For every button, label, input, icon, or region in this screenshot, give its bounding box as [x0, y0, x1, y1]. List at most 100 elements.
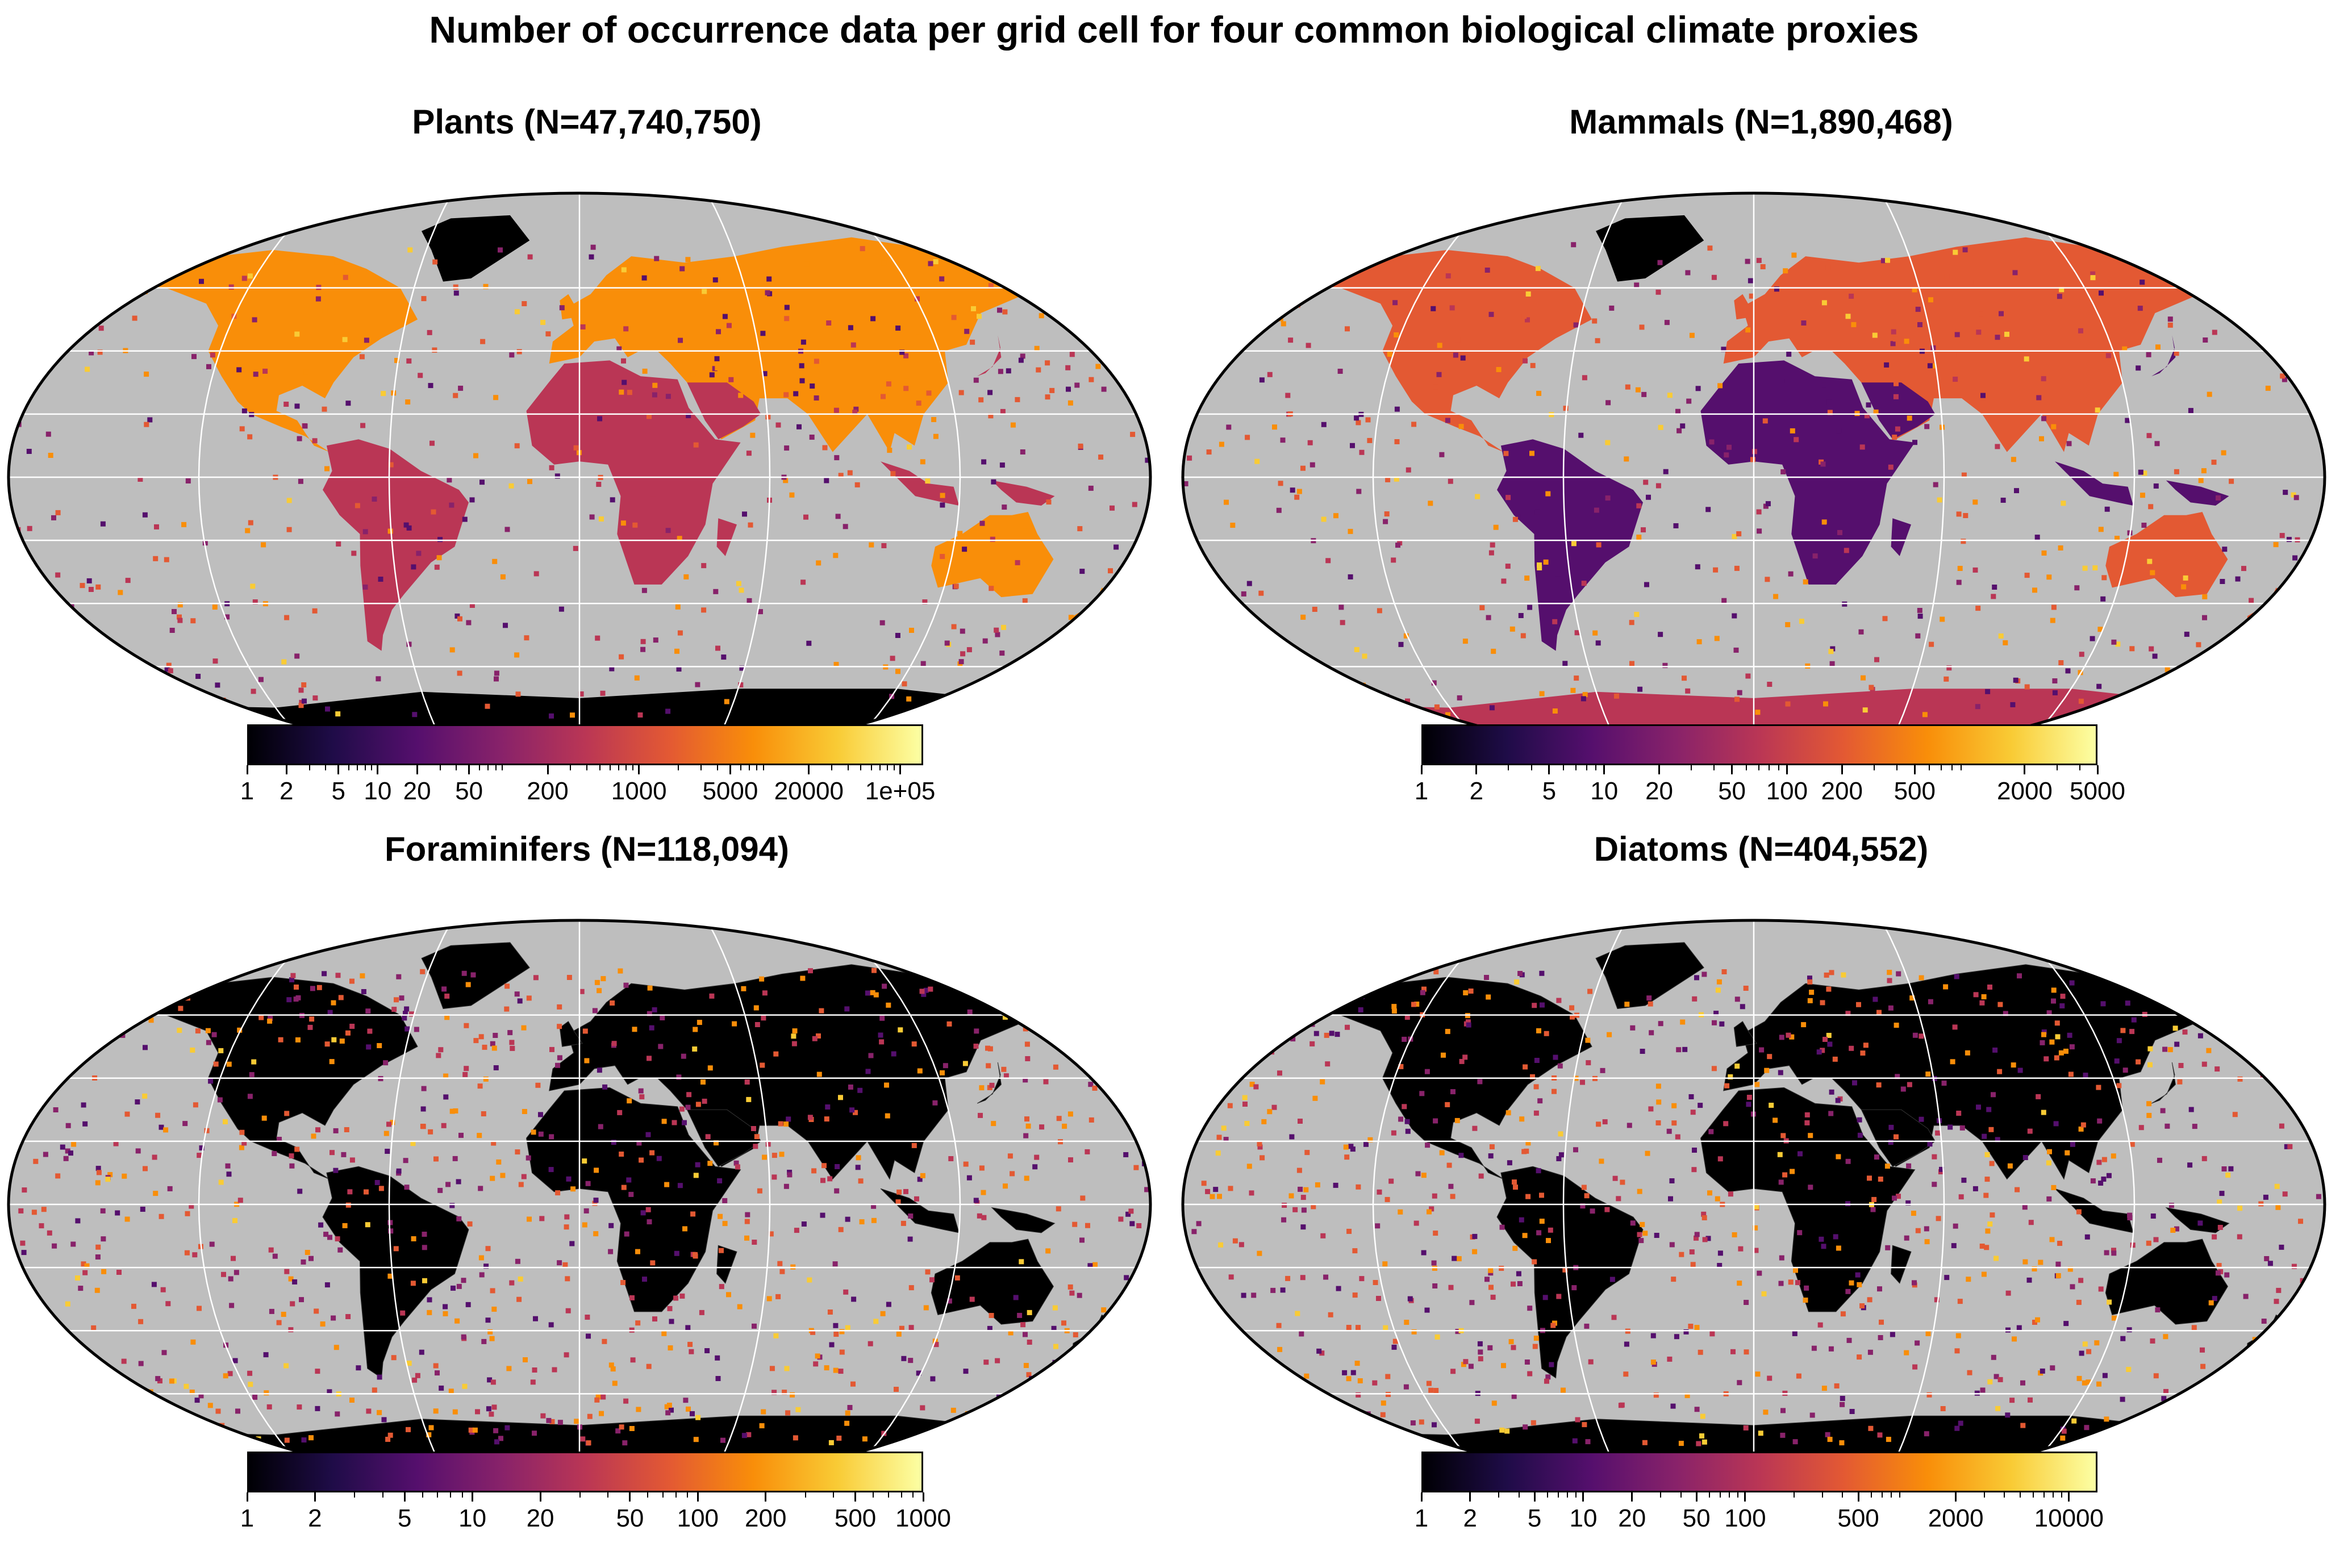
occurrence-cell	[750, 432, 756, 438]
occurrence-cell	[754, 1022, 760, 1027]
occurrence-cell	[611, 1041, 617, 1046]
occurrence-cell	[2104, 1416, 2109, 1422]
occurrence-cell	[281, 1312, 286, 1317]
occurrence-cell	[232, 1218, 237, 1223]
occurrence-cell	[504, 1006, 510, 1012]
occurrence-cell	[2204, 705, 2210, 711]
occurrence-cell	[1999, 311, 2004, 316]
occurrence-cell	[1876, 1082, 1882, 1088]
colorbar-minor-tick	[404, 1492, 406, 1498]
occurrence-cell	[1956, 1111, 1962, 1116]
occurrence-cell	[310, 986, 315, 991]
occurrence-cell	[1306, 343, 1311, 348]
occurrence-cell	[2150, 570, 2155, 576]
occurrence-cell	[1309, 462, 1315, 468]
occurrence-cell	[843, 524, 848, 529]
panel-title: Foraminifers (N=118,094)	[384, 830, 789, 868]
occurrence-cell	[589, 514, 595, 520]
occurrence-cell	[1935, 1130, 1941, 1136]
colorbar-tick-label: 100	[1766, 777, 1808, 805]
occurrence-cell	[2174, 469, 2179, 474]
occurrence-cell	[447, 477, 452, 483]
occurrence-cell	[1463, 990, 1469, 995]
occurrence-cell	[1780, 1432, 1786, 1438]
occurrence-cell	[345, 1030, 351, 1036]
occurrence-cell	[494, 670, 499, 676]
occurrence-cell	[836, 1436, 842, 1441]
occurrence-cell	[620, 1280, 626, 1285]
occurrence-cell	[327, 1010, 333, 1015]
occurrence-cell	[832, 1261, 838, 1267]
occurrence-cell	[1571, 541, 1577, 547]
occurrence-cell	[622, 380, 627, 385]
occurrence-cell	[1356, 1325, 1361, 1331]
occurrence-cell	[1877, 1286, 1882, 1292]
occurrence-cell	[177, 602, 183, 608]
occurrence-cell	[1385, 977, 1391, 983]
colorbar-minor-tick	[1841, 765, 1843, 770]
occurrence-cell	[169, 628, 175, 633]
occurrence-cell	[2026, 1277, 2032, 1283]
occurrence-cell	[859, 1219, 865, 1225]
occurrence-cell	[2098, 527, 2104, 532]
occurrence-cell	[485, 1317, 491, 1323]
occurrence-cell	[55, 510, 61, 515]
occurrence-cell	[452, 1156, 458, 1161]
graticule-meridian	[1880, 920, 1945, 1488]
occurrence-cell	[1489, 705, 1495, 711]
occurrence-cell	[1445, 418, 1450, 423]
occurrence-cell	[1354, 415, 1359, 421]
colorbar-minor-tick	[1659, 1492, 1661, 1498]
occurrence-cell	[226, 1061, 232, 1067]
occurrence-cell	[1961, 539, 1966, 544]
colorbar-tick	[246, 765, 248, 774]
occurrence-cell	[1671, 1120, 1677, 1126]
occurrence-cell	[674, 648, 679, 654]
occurrence-cell	[1837, 529, 1842, 535]
occurrence-cell	[308, 1256, 314, 1261]
occurrence-cell	[1279, 270, 1285, 276]
occurrence-cell	[509, 352, 515, 358]
occurrence-cell	[1452, 1256, 1457, 1261]
occurrence-cell	[1812, 553, 1818, 559]
occurrence-cell	[967, 1009, 973, 1015]
occurrence-cell	[1894, 381, 1899, 386]
occurrence-cell	[784, 305, 790, 310]
occurrence-cell	[1280, 1287, 1286, 1293]
occurrence-cell	[687, 460, 693, 466]
occurrence-cell	[1582, 1422, 1587, 1428]
occurrence-cell	[1352, 1248, 1358, 1254]
occurrence-cell	[404, 1006, 410, 1012]
occurrence-cell	[166, 662, 172, 668]
occurrence-cell	[1001, 624, 1006, 630]
occurrence-cell	[1433, 1118, 1438, 1124]
occurrence-cell	[785, 1410, 791, 1416]
occurrence-cell	[2106, 968, 2112, 974]
occurrence-cell	[843, 1289, 849, 1295]
occurrence-cell	[1859, 1303, 1865, 1308]
occurrence-cell	[2115, 641, 2121, 647]
occurrence-cell	[2097, 1118, 2103, 1124]
occurrence-cell	[1927, 363, 1933, 369]
occurrence-cell	[444, 993, 450, 999]
occurrence-cell	[131, 1303, 136, 1309]
occurrence-cell	[1301, 1207, 1307, 1213]
occurrence-cell	[1972, 1186, 1978, 1191]
occurrence-cell	[634, 675, 640, 681]
occurrence-cell	[845, 1410, 850, 1416]
occurrence-cell	[2136, 365, 2141, 371]
occurrence-cell	[705, 1134, 711, 1140]
occurrence-cell	[314, 1308, 319, 1314]
occurrence-cell	[80, 583, 85, 589]
occurrence-cell	[1792, 1331, 1798, 1336]
occurrence-cell	[1496, 367, 1502, 372]
occurrence-cell	[144, 372, 149, 377]
occurrence-cell	[721, 654, 727, 660]
occurrence-cell	[248, 1382, 253, 1387]
occurrence-cell	[263, 1352, 269, 1358]
occurrence-cell	[1927, 1141, 1933, 1147]
occurrence-cell	[1290, 1036, 1296, 1042]
occurrence-cell	[1580, 696, 1586, 702]
occurrence-cell	[335, 973, 341, 978]
occurrence-cell	[998, 369, 1003, 374]
